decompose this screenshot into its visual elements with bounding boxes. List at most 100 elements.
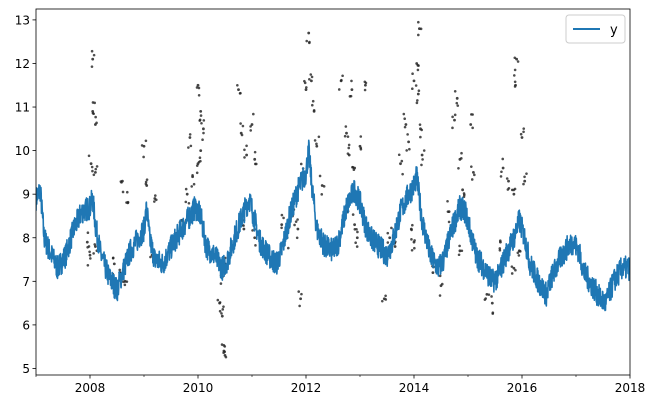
scatter-point [144,139,148,143]
x-tick-label: 2016 [507,381,538,395]
scatter-point [222,344,226,347]
scatter-point [87,154,91,158]
scatter-point [522,127,526,130]
scatter-point [196,83,200,87]
scatter-point [91,57,95,61]
scatter-point [460,249,464,253]
scatter-point [403,125,407,129]
scatter-point [510,272,514,275]
scatter-point [523,179,527,183]
scatter-point [460,151,463,155]
scatter-point [350,88,354,92]
scatter-point [221,308,225,311]
scatter-point [514,268,517,272]
legend-label: y [610,23,618,38]
x-tick-label: 2018 [615,381,646,395]
scatter-point [418,123,422,126]
legend: y [565,14,626,44]
y-tick-label: 5 [22,362,30,376]
scatter-point [254,244,257,247]
x-tick-label: 2010 [183,381,214,395]
y-tick-label: 12 [15,57,30,71]
scatter-point [187,146,190,149]
scatter-point [280,213,284,217]
scatter-point [419,27,423,31]
scatter-point [355,227,358,231]
scatter-point [239,91,242,95]
scatter-point [453,89,457,93]
scatter-point [243,148,246,152]
scatter-point [411,87,414,91]
scatter-point [512,74,516,77]
scatter-point [351,213,355,216]
scatter-point [513,80,517,84]
scatter-point [154,198,158,202]
scatter-point [299,162,303,166]
scatter-point [245,144,248,148]
scatter-point [195,164,199,167]
scatter-point [90,49,94,53]
scatter-point [346,135,350,138]
scatter-point [188,136,192,139]
scatter-point [311,99,315,103]
scatter-point [525,172,528,175]
scatter-point [490,295,493,298]
scatter-point [304,88,308,92]
scatter-point [224,355,228,359]
plot-clip-group [36,20,630,359]
scatter-point [388,236,392,240]
scatter-point [455,101,459,105]
scatter-point [356,230,359,234]
scatter-point [318,174,322,178]
scatter-point [315,144,319,148]
scatter-point [286,246,290,250]
scatter-point [119,180,123,183]
scatter-point [420,128,424,132]
scatter-point [397,153,401,157]
scatter-point [352,168,356,172]
scatter-point [86,263,90,267]
scatter-point [293,223,296,227]
scatter-point [513,56,517,60]
scatter-point [90,165,94,169]
scatter-point [149,255,152,259]
scatter-point [522,130,525,134]
scatter-point [90,65,94,68]
scatter-point [253,157,257,161]
scatter-point [517,254,521,257]
scatter-point [399,162,402,166]
scatter-point [153,200,156,203]
scatter-point [404,123,408,126]
scatter-point [202,131,205,135]
scatter-point [92,112,95,116]
scatter-point [401,172,404,176]
scatter-point [363,88,367,92]
scatter-point [307,31,311,35]
scatter-point [341,74,344,78]
scatter-point [240,133,244,137]
scatter-point [153,194,157,197]
scatter-point [92,252,95,255]
scatter-point [315,142,318,146]
scatter-point [510,188,514,192]
scatter-point [446,199,449,203]
scatter-point [417,33,420,37]
scatter-point [305,86,308,89]
x-tick-label: 2012 [291,381,322,395]
scatter-point [92,173,96,177]
scatter-point [364,83,367,87]
scatter-point [364,81,368,85]
scatter-point [95,121,98,125]
scatter-point [355,245,359,248]
scatter-point [202,119,206,122]
scatter-point [86,231,90,235]
scatter-point [218,309,222,313]
scatter-point [458,249,462,253]
scatter-point [417,64,420,67]
scatter-point [191,173,194,177]
scatter-point [453,113,457,117]
scatter-point [420,153,424,157]
scatter-point [93,243,97,246]
scatter-point [456,104,460,107]
